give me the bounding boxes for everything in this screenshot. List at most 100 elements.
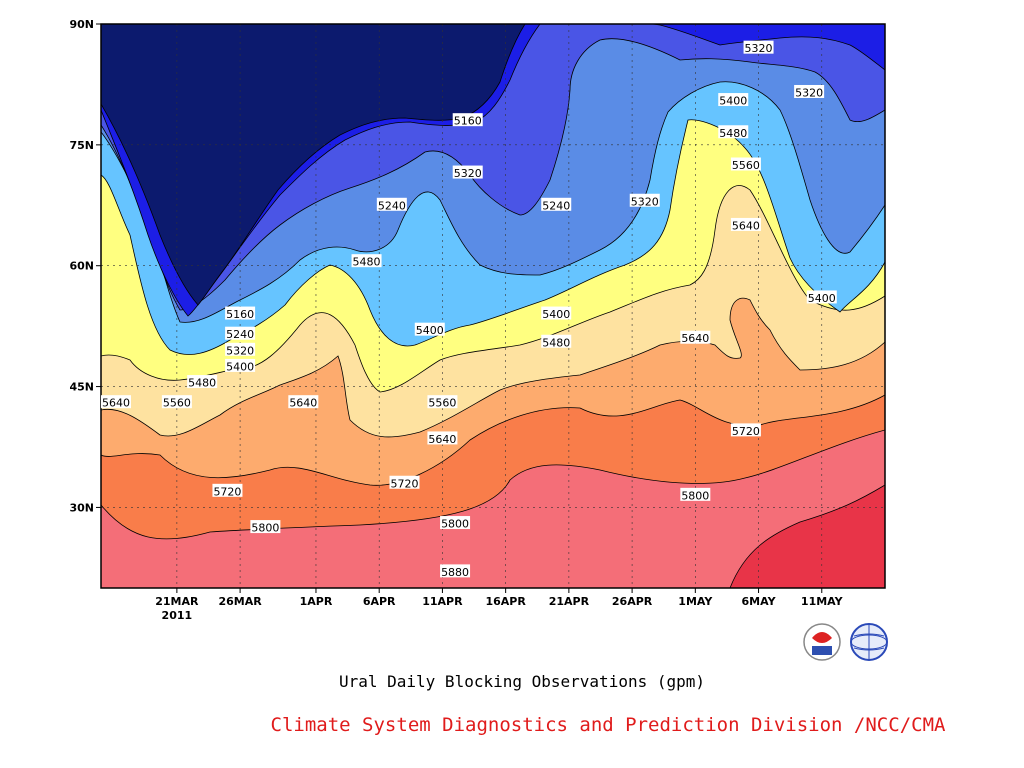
contour-label-background xyxy=(440,516,471,530)
contour-label-text: 5240 xyxy=(542,199,570,212)
x-year-label: 2011 xyxy=(162,609,193,622)
contour-label-text: 5560 xyxy=(163,397,191,410)
contour-labels: 5160 5240 5320 5400 5480 5560 5640 5640 5720 5800… xyxy=(101,40,837,579)
contour-label-text: 5400 xyxy=(719,95,747,108)
contour-label-5640: 5640 xyxy=(288,395,319,410)
contour-label-background xyxy=(440,564,471,578)
x-tick-label: 11MAY xyxy=(801,595,844,608)
contour-label-5320: 5320 xyxy=(452,165,483,180)
y-axis: 30N 45N 60N 75N 90N xyxy=(69,18,101,514)
credit-line: Climate System Diagnostics and Predictio… xyxy=(270,714,946,736)
contour-label-text: 5640 xyxy=(289,397,317,410)
contour-label-background xyxy=(629,193,660,207)
contour-label-5480: 5480 xyxy=(541,334,572,349)
y-tick-label: 90N xyxy=(69,18,94,31)
contour-label-background xyxy=(730,157,761,171)
contour-label-5400: 5400 xyxy=(414,322,445,337)
x-tick-label: 16APR xyxy=(485,595,526,608)
contour-label-text: 5880 xyxy=(441,566,469,579)
contour-label-5160: 5160 xyxy=(452,113,483,128)
y-tick-label: 30N xyxy=(69,501,94,514)
contour-label-text: 5320 xyxy=(745,42,773,55)
contour-label-5720: 5720 xyxy=(212,483,243,498)
y-tick-label: 45N xyxy=(69,381,94,394)
contour-label-text: 5160 xyxy=(454,115,482,128)
contour-label-background xyxy=(288,395,319,409)
contour-label-background xyxy=(794,84,825,98)
contour-label-5800: 5800 xyxy=(250,520,281,535)
contour-label-5880: 5880 xyxy=(440,564,471,579)
contour-label-5320: 5320 xyxy=(629,193,660,208)
contour-label-text: 5480 xyxy=(542,336,570,349)
contour-label-background xyxy=(376,197,407,211)
contour-label-5240: 5240 xyxy=(225,326,256,341)
x-tick-label: 26MAR xyxy=(218,595,262,608)
contour-label-text: 5640 xyxy=(681,332,709,345)
contour-label-5640: 5640 xyxy=(730,217,761,232)
contour-label-text: 5560 xyxy=(732,159,760,172)
contour-label-5400: 5400 xyxy=(806,290,837,305)
x-tick-label: 1MAY xyxy=(678,595,713,608)
contour-label-background xyxy=(718,93,749,107)
contour-label-text: 5640 xyxy=(732,219,760,232)
contour-label-5480: 5480 xyxy=(187,375,218,390)
contour-label-5640: 5640 xyxy=(101,395,131,410)
contour-label-background xyxy=(212,483,243,497)
contour-label-text: 5320 xyxy=(454,167,482,180)
contour-label-background xyxy=(225,306,256,320)
contour-label-background xyxy=(680,330,711,344)
contour-label-5560: 5560 xyxy=(161,395,192,410)
contour-label-background xyxy=(452,113,483,127)
contour-label-background xyxy=(730,423,761,437)
x-tick-label: 11APR xyxy=(422,595,463,608)
contour-label-background xyxy=(250,520,281,534)
contour-label-5320: 5320 xyxy=(743,40,774,55)
contour-label-background xyxy=(806,290,837,304)
contour-label-5400: 5400 xyxy=(541,306,572,321)
bcc-logo-icon xyxy=(803,623,841,661)
contour-label-text: 5400 xyxy=(416,324,444,337)
contour-label-text: 5320 xyxy=(631,195,659,208)
contour-label-text: 5240 xyxy=(378,199,406,212)
contour-label-text: 5240 xyxy=(226,328,254,341)
contour-label-5800: 5800 xyxy=(680,487,711,502)
x-tick-label: 26APR xyxy=(612,595,653,608)
ncc-logo-icon xyxy=(850,623,888,661)
contour-label-background xyxy=(161,395,192,409)
contour-label-text: 5640 xyxy=(102,397,130,410)
band-lt5160 xyxy=(101,24,526,306)
contour-label-background xyxy=(225,358,256,372)
contour-label-background xyxy=(541,306,572,320)
x-tick-label: 21MAR xyxy=(155,595,199,608)
contour-label-background xyxy=(680,487,711,501)
contour-label-text: 5640 xyxy=(428,433,456,446)
contour-label-background xyxy=(541,197,572,211)
contour-label-background xyxy=(389,475,420,489)
contour-label-text: 5480 xyxy=(719,127,747,140)
contour-label-background xyxy=(730,217,761,231)
contour-label-text: 5400 xyxy=(808,292,836,305)
contour-label-5800: 5800 xyxy=(440,516,471,531)
x-axis: 21MAR 26MAR 1APR 6APR 11APR 16APR 21APR 26APR 1M… xyxy=(155,588,844,622)
contour-label-text: 5320 xyxy=(226,344,254,357)
contour-label-text: 5720 xyxy=(390,477,418,490)
contour-label-text: 5480 xyxy=(353,256,381,269)
contour-label-background xyxy=(452,165,483,179)
plot-frame xyxy=(100,23,886,589)
contour-label-text: 5400 xyxy=(542,308,570,321)
contour-label-background xyxy=(187,375,218,389)
contour-label-text: 5400 xyxy=(226,360,254,373)
y-tick-label: 60N xyxy=(69,260,94,273)
contour-label-5640: 5640 xyxy=(680,330,711,345)
contour-label-5560: 5560 xyxy=(427,395,458,410)
contour-label-text: 5480 xyxy=(188,377,216,390)
contour-label-background xyxy=(743,40,774,54)
chart-title: Ural Daily Blocking Observations (gpm) xyxy=(338,672,706,691)
contour-label-5320: 5320 xyxy=(225,342,256,357)
x-tick-label: 21APR xyxy=(549,595,590,608)
contour-label-5320: 5320 xyxy=(794,84,825,99)
contour-label-background xyxy=(427,395,458,409)
contour-label-background xyxy=(718,125,749,139)
contour-label-background xyxy=(414,322,445,336)
